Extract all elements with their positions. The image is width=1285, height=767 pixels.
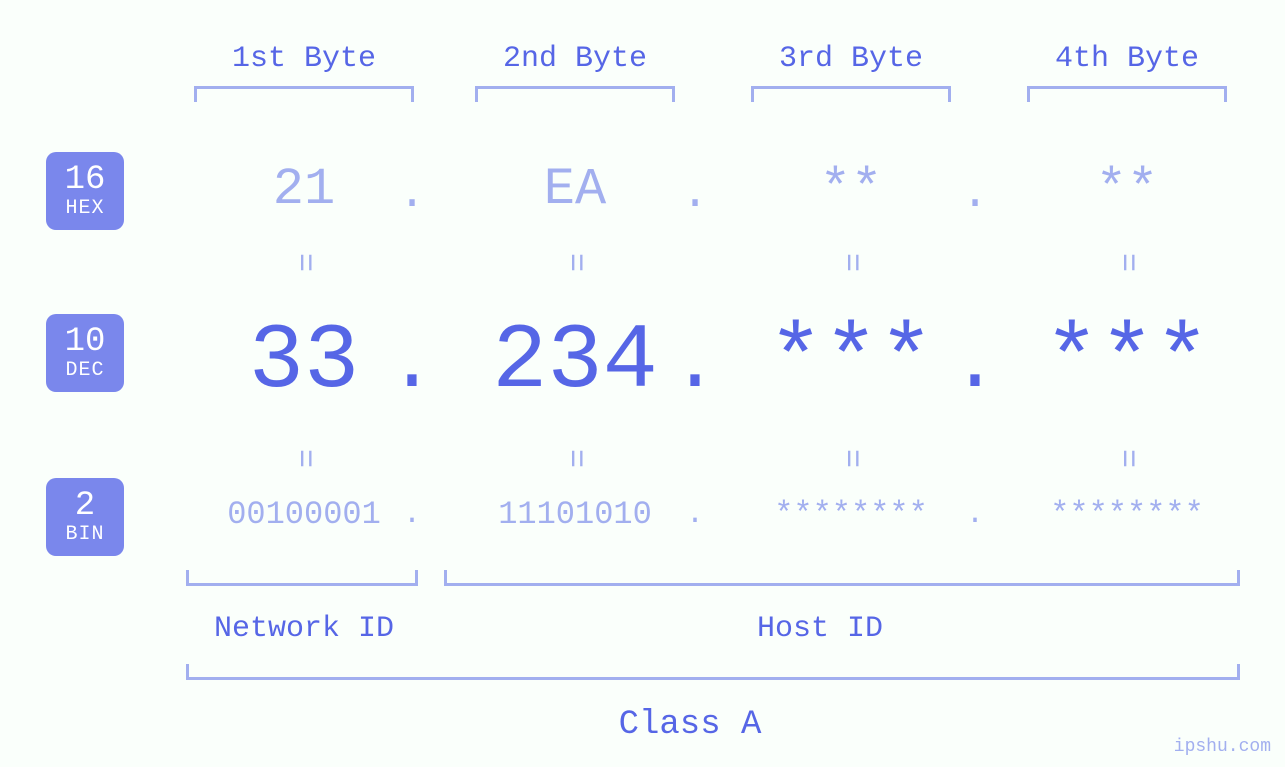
- hex-byte-2: EA: [544, 160, 606, 219]
- host-id-label: Host ID: [757, 612, 883, 646]
- bin-byte-2: 11101010: [498, 496, 652, 533]
- top-bracket-2: [475, 86, 675, 102]
- hex-byte-1: 21: [273, 160, 335, 219]
- eq-top-2: =: [557, 253, 594, 272]
- ip-diagram: 16 HEX 10 DEC 2 BIN 1st Byte2nd Byte3rd …: [0, 0, 1285, 767]
- eq-bot-1: =: [286, 449, 323, 468]
- eq-bot-2: =: [557, 449, 594, 468]
- network-id-bracket: [186, 570, 418, 586]
- byte-header-4: 4th Byte: [1055, 42, 1199, 76]
- dec-byte-3: ***: [768, 309, 934, 414]
- top-bracket-4: [1027, 86, 1227, 102]
- dec-dot-2: .: [671, 320, 719, 411]
- hex-byte-3: **: [820, 160, 882, 219]
- eq-top-4: =: [1109, 253, 1146, 272]
- bin-byte-1: 00100001: [227, 496, 381, 533]
- dec-dot-3: .: [951, 320, 999, 411]
- bin-dot-3: .: [966, 498, 984, 532]
- dec-dot-1: .: [388, 320, 436, 411]
- eq-top-1: =: [286, 253, 323, 272]
- eq-bot-4: =: [1109, 449, 1146, 468]
- byte-header-1: 1st Byte: [232, 42, 376, 76]
- dec-byte-2: 234: [492, 309, 658, 414]
- eq-bot-3: =: [833, 449, 870, 468]
- watermark: ipshu.com: [1174, 737, 1271, 757]
- hex-dot-2: .: [681, 168, 709, 220]
- hex-dot-3: .: [961, 168, 989, 220]
- byte-header-2: 2nd Byte: [503, 42, 647, 76]
- eq-top-3: =: [833, 253, 870, 272]
- top-bracket-3: [751, 86, 951, 102]
- hex-byte-4: **: [1096, 160, 1158, 219]
- byte-header-3: 3rd Byte: [779, 42, 923, 76]
- network-id-label: Network ID: [214, 612, 394, 646]
- bin-dot-2: .: [686, 498, 704, 532]
- class-bracket: [186, 664, 1240, 680]
- columns: 1st Byte2nd Byte3rd Byte4th Byte21EA****…: [0, 0, 1285, 767]
- class-label: Class A: [619, 706, 762, 744]
- host-id-bracket: [444, 570, 1240, 586]
- bin-dot-1: .: [403, 498, 421, 532]
- dec-byte-4: ***: [1044, 309, 1210, 414]
- bin-byte-4: ********: [1050, 496, 1204, 533]
- bin-byte-3: ********: [774, 496, 928, 533]
- dec-byte-1: 33: [249, 309, 359, 414]
- top-bracket-1: [194, 86, 414, 102]
- hex-dot-1: .: [398, 168, 426, 220]
